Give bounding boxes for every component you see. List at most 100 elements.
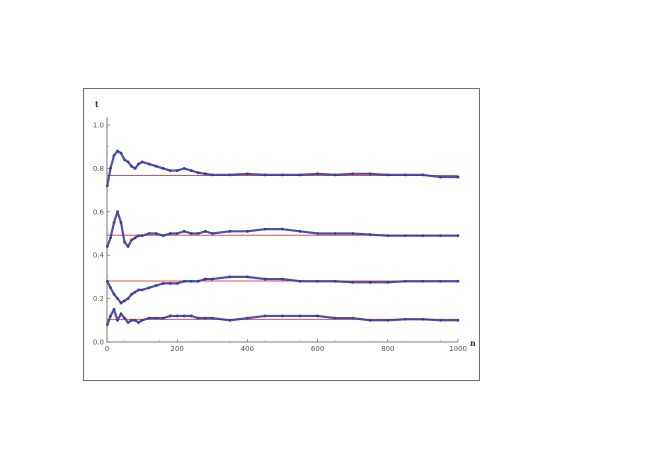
data-point <box>456 175 460 179</box>
data-point <box>133 290 137 294</box>
data-point <box>351 316 355 320</box>
data-point <box>196 279 200 283</box>
x-tick-label: 800 <box>381 345 394 353</box>
data-point <box>119 312 123 316</box>
data-point <box>182 314 186 318</box>
data-point <box>421 317 425 321</box>
data-point <box>333 316 337 320</box>
data-point <box>316 279 319 283</box>
data-point <box>154 164 158 168</box>
data-point <box>123 240 126 244</box>
data-point <box>123 316 126 320</box>
data-point <box>196 232 200 235</box>
data-point <box>456 318 460 322</box>
data-point <box>137 162 140 166</box>
data-point <box>439 318 442 322</box>
data-point <box>109 236 112 240</box>
data-point <box>203 277 207 281</box>
data-point <box>421 234 425 238</box>
data-point <box>182 167 186 170</box>
data-point <box>298 173 302 177</box>
data-point <box>154 316 158 320</box>
data-point <box>298 314 302 318</box>
data-point <box>316 172 319 176</box>
data-point <box>140 288 144 292</box>
data-point <box>403 173 407 177</box>
data-point <box>368 172 372 176</box>
data-point <box>147 232 151 235</box>
data-point <box>168 314 172 318</box>
data-point <box>203 229 207 233</box>
data-point <box>133 236 137 240</box>
data-point <box>126 297 130 300</box>
data-point <box>210 232 214 235</box>
data-point <box>228 318 232 322</box>
data-point <box>386 173 390 177</box>
data-point <box>112 221 116 225</box>
data-point <box>386 318 390 322</box>
data-point <box>161 316 165 320</box>
data-point <box>109 286 112 290</box>
data-point <box>140 160 144 164</box>
data-point <box>263 227 267 231</box>
data-point <box>116 149 119 153</box>
data-point <box>168 232 172 235</box>
data-point <box>196 171 200 175</box>
data-point <box>246 172 249 176</box>
data-point <box>246 316 249 320</box>
data-series <box>105 149 460 327</box>
data-point <box>182 229 186 233</box>
data-point <box>140 234 144 238</box>
data-point <box>137 234 140 238</box>
data-point <box>116 297 119 300</box>
data-point <box>210 316 214 320</box>
data-point <box>116 210 119 214</box>
data-point <box>439 175 442 179</box>
data-point <box>168 282 172 285</box>
data-point <box>126 160 130 164</box>
x-tick-label: 0 <box>105 345 109 353</box>
data-point <box>386 234 390 238</box>
data-point <box>112 308 116 311</box>
data-point <box>333 173 337 177</box>
data-point <box>196 316 200 320</box>
data-point <box>112 153 116 157</box>
data-point <box>263 277 267 281</box>
data-point <box>175 232 179 235</box>
series-3 <box>105 275 460 305</box>
chart-frame: 0 200 400 600 800 1000 0.0 0.2 0.4 0.6 0.8 1.0 n t <box>83 88 480 381</box>
data-point <box>333 279 337 283</box>
x-tick-label: 200 <box>171 345 184 353</box>
data-point <box>421 173 425 177</box>
data-point <box>263 314 267 318</box>
y-tick-label: 0.4 <box>93 252 105 260</box>
data-point <box>147 286 151 290</box>
data-point <box>182 279 186 283</box>
data-point <box>246 275 249 279</box>
data-point <box>351 232 355 235</box>
x-tick-label: 600 <box>311 345 324 353</box>
data-point <box>246 229 249 233</box>
data-point <box>140 318 144 322</box>
data-point <box>137 288 140 292</box>
series-4 <box>105 308 460 327</box>
data-point <box>161 282 165 285</box>
x-axis-label: n <box>470 338 476 348</box>
data-point <box>116 318 119 322</box>
data-point <box>168 169 172 172</box>
data-point <box>316 314 319 318</box>
y-tick-label: 0.2 <box>93 295 104 303</box>
data-point <box>130 292 133 296</box>
data-point <box>119 221 123 225</box>
data-point <box>175 282 179 285</box>
data-point <box>147 162 151 166</box>
data-point <box>203 316 207 320</box>
data-point <box>298 279 302 283</box>
axes: 0 200 400 600 800 1000 0.0 0.2 0.4 0.6 0.8 1.0 <box>93 117 467 353</box>
data-point <box>109 167 112 170</box>
data-point <box>130 318 133 322</box>
chart-plot: 0 200 400 600 800 1000 0.0 0.2 0.4 0.6 0.8 1.0 n t <box>93 99 476 353</box>
data-point <box>281 277 284 281</box>
data-point <box>133 167 137 170</box>
data-point <box>137 321 140 324</box>
